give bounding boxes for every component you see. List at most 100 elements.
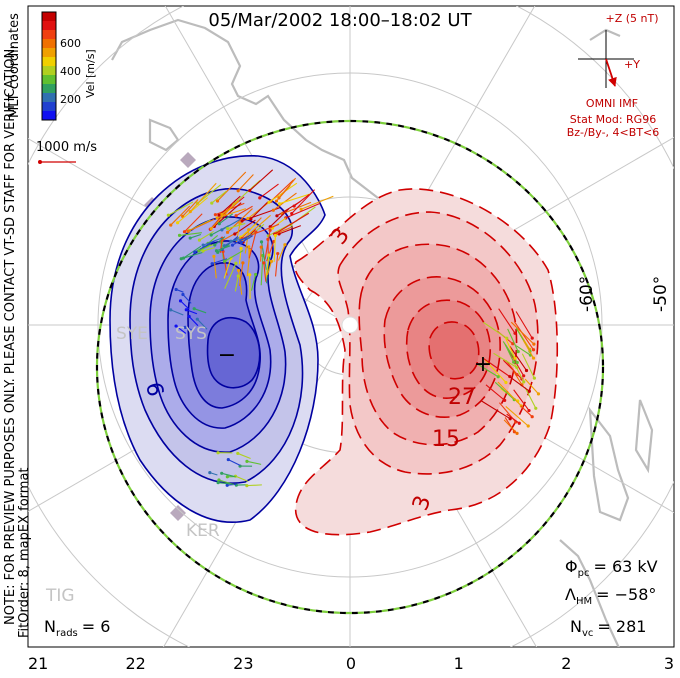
colorbar-tick-200: 200 (60, 93, 81, 106)
velocity-vector-origin (182, 256, 185, 259)
velocity-vector-origin (176, 221, 179, 224)
velocity-vector-origin (272, 209, 275, 212)
velocity-vector-origin (516, 361, 519, 364)
velocity-vector-origin (531, 415, 534, 418)
mlt-tick-label: 21 (28, 654, 48, 673)
velocity-vector-origin (210, 227, 213, 230)
velocity-vector-origin (234, 214, 237, 217)
velocity-vector-origin (513, 357, 516, 360)
velocity-vector-origin (208, 471, 211, 474)
velocity-vector-origin (533, 376, 536, 379)
velocity-vector-origin (248, 273, 251, 276)
velocity-vector-origin (522, 374, 525, 377)
colorbar-tick-600: 600 (60, 37, 81, 50)
velocity-vector-origin (525, 369, 528, 372)
velocity-vector-origin (181, 293, 184, 296)
velocity-vector-origin (193, 251, 196, 254)
velocity-vector-origin (218, 222, 221, 225)
velocity-vector-origin (189, 210, 192, 213)
velocity-vector-origin (175, 288, 178, 291)
velocity-vector-origin (220, 228, 223, 231)
velocity-vector-origin (278, 202, 281, 205)
velocity-vector-origin (267, 201, 270, 204)
velocity-vector-origin (515, 373, 518, 376)
velocity-vector-origin (178, 234, 181, 237)
station-ker: KER (186, 521, 220, 541)
velocity-vector-origin (254, 231, 257, 234)
velocity-vector-origin (231, 244, 234, 247)
colorbar-segment (42, 57, 56, 67)
velocity-vector-origin (268, 229, 271, 232)
velocity-vector-origin (210, 201, 213, 204)
velocity-vector-origin (283, 243, 286, 246)
vector-scale-label: 1000 m/s (36, 140, 97, 155)
velocity-vector-origin (531, 337, 534, 340)
contour-label-pos-15: 15 (432, 427, 460, 452)
station-tig: TIG (45, 586, 75, 606)
velocity-vector-origin (527, 424, 530, 427)
velocity-vector-origin (513, 332, 516, 335)
mlt-tick-label: 2 (561, 654, 571, 673)
velocity-vector-origin (226, 231, 229, 234)
velocity-vector-origin (247, 228, 250, 231)
velocity-vector-origin (183, 230, 186, 233)
velocity-vector-origin (179, 299, 182, 302)
velocity-vector-origin (237, 189, 240, 192)
velocity-vector-origin (293, 204, 296, 207)
velocity-vector-origin (226, 475, 229, 478)
velocity-vector-origin (185, 308, 188, 311)
min-marker: − (218, 343, 236, 368)
colorbar-segment (42, 21, 56, 31)
velocity-vector-origin (223, 260, 226, 263)
velocity-vector-origin (528, 390, 531, 393)
velocity-vector-origin (217, 481, 220, 484)
velocity-vector-origin (211, 262, 214, 265)
velocity-vector-origin (245, 484, 248, 487)
velocity-vector-origin (215, 249, 218, 252)
velocity-vector-origin (532, 348, 535, 351)
velocity-vector-origin (210, 233, 213, 236)
velocity-vector-origin (267, 253, 270, 256)
mlt-tick-label: 22 (125, 654, 145, 673)
latitude-label-50: -50° (651, 276, 671, 312)
velocity-vector-origin (214, 213, 217, 216)
velocity-vector-origin (275, 199, 278, 202)
colorbar-segment (42, 84, 56, 94)
velocity-vector-origin (216, 451, 219, 454)
velocity-vector-origin (227, 458, 230, 461)
velocity-vector-origin (527, 409, 530, 412)
velocity-vector-origin (497, 375, 500, 378)
colorbar-segment (42, 12, 56, 22)
velocity-vector-origin (169, 308, 172, 311)
preview-note: NOTE: FOR PREVIEW PURPOSES ONLY. PLEASE … (3, 45, 18, 625)
colorbar-segment (42, 39, 56, 49)
velocity-vector-origin (504, 381, 507, 384)
contour-label-pos-27: 27 (448, 385, 476, 410)
colorbar-segment (42, 93, 56, 103)
velocity-vector-origin (237, 269, 240, 272)
velocity-vector-origin (518, 422, 521, 425)
colorbar-segment (42, 102, 56, 112)
velocity-vector-origin (503, 399, 506, 402)
velocity-vector-origin (186, 230, 189, 233)
velocity-vector-origin (240, 247, 243, 250)
velocity-vector-origin (260, 240, 263, 243)
pole-marker (342, 317, 358, 333)
velocity-vector-origin (537, 392, 540, 395)
mlt-tick-label: 23 (233, 654, 253, 673)
velocity-vector-origin (274, 234, 277, 237)
velocity-vector-origin (197, 249, 200, 252)
velocity-vector-origin (247, 245, 250, 248)
velocity-vector-origin (248, 189, 251, 192)
velocity-vector-origin (245, 460, 248, 463)
velocity-vector-origin (237, 274, 240, 277)
max-marker: + (474, 352, 492, 377)
velocity-vector-origin (509, 417, 512, 420)
velocity-vector-origin (226, 227, 229, 230)
velocity-vector-origin (262, 261, 265, 264)
velocity-vector-origin (233, 232, 236, 235)
imf-scale-label: +Z (5 nT) (605, 12, 658, 25)
imf-y-label: +Y (624, 58, 640, 71)
colorbar-segment (42, 48, 56, 58)
